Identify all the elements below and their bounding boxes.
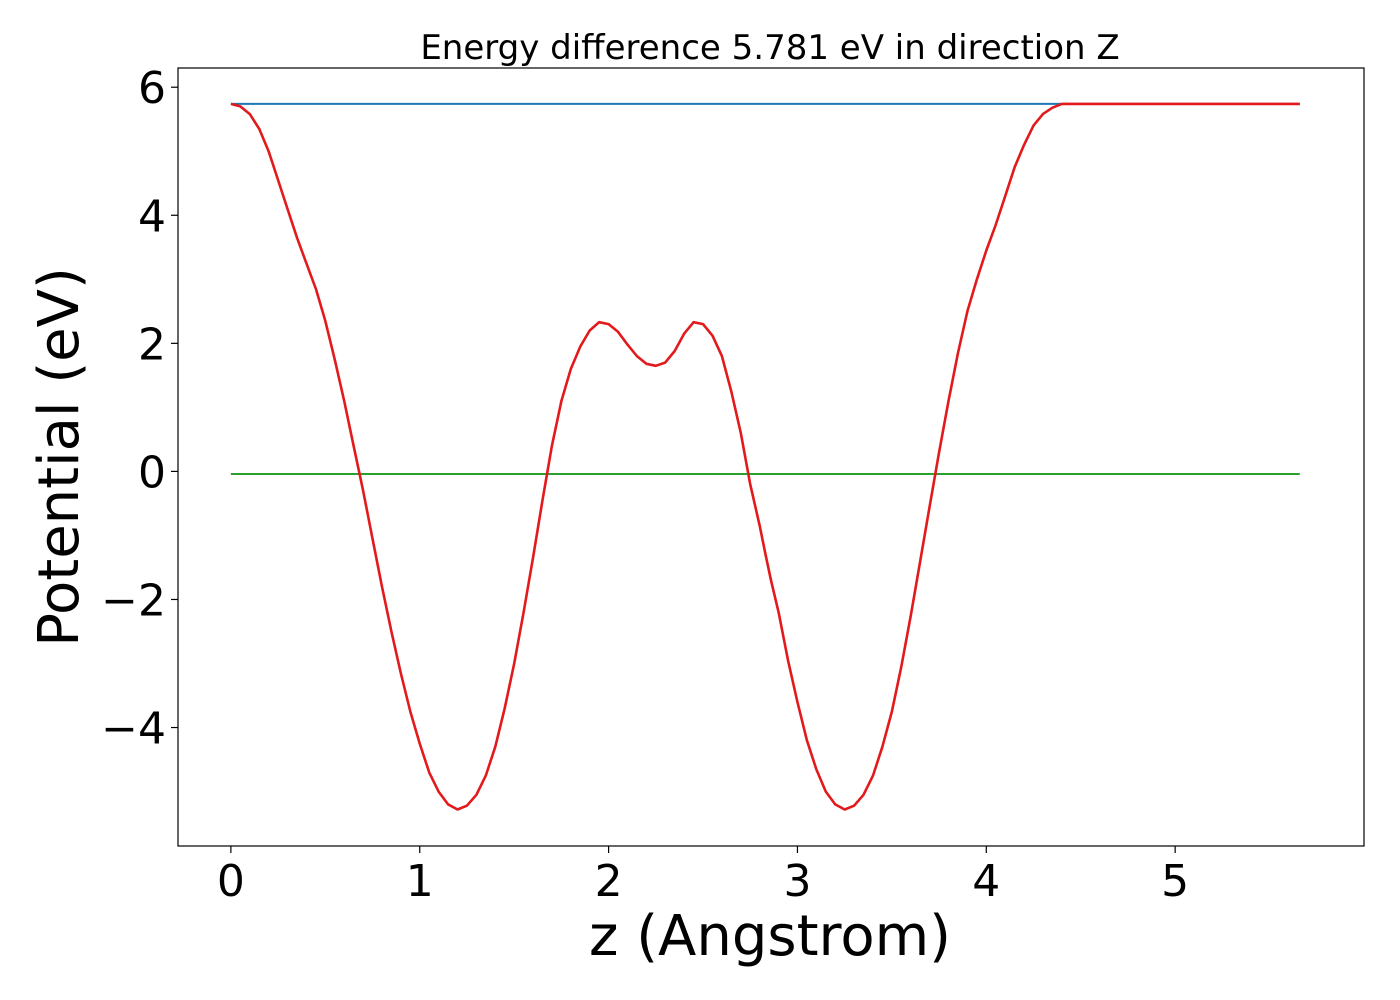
x-tick-label: 4 [972,856,1000,907]
plot-frame [177,67,1365,847]
y-axis-label: Potential (eV) [27,267,92,647]
x-axis-ticks: 0 1 2 3 4 5 [217,846,1189,907]
y-tick-label: −4 [101,704,166,755]
x-tick-label: 3 [783,856,811,907]
y-axis-ticks: 6 4 2 0 −2 −4 [101,63,178,755]
y-tick-label: 4 [138,191,166,242]
x-tick-label: 0 [217,856,245,907]
y-tick-label: 6 [138,63,166,114]
y-tick-label: 0 [138,447,166,498]
chart-title: Energy difference 5.781 eV in direction … [420,28,1119,68]
series-line-2 [230,102,1300,811]
x-axis-label: z (Angstrom) [589,904,951,969]
x-tick-label: 5 [1161,856,1189,907]
plot-lines [230,102,1300,811]
x-tick-label: 2 [595,856,623,907]
y-tick-label: −2 [101,575,166,626]
x-tick-label: 1 [406,856,434,907]
y-tick-label: 2 [138,319,166,370]
